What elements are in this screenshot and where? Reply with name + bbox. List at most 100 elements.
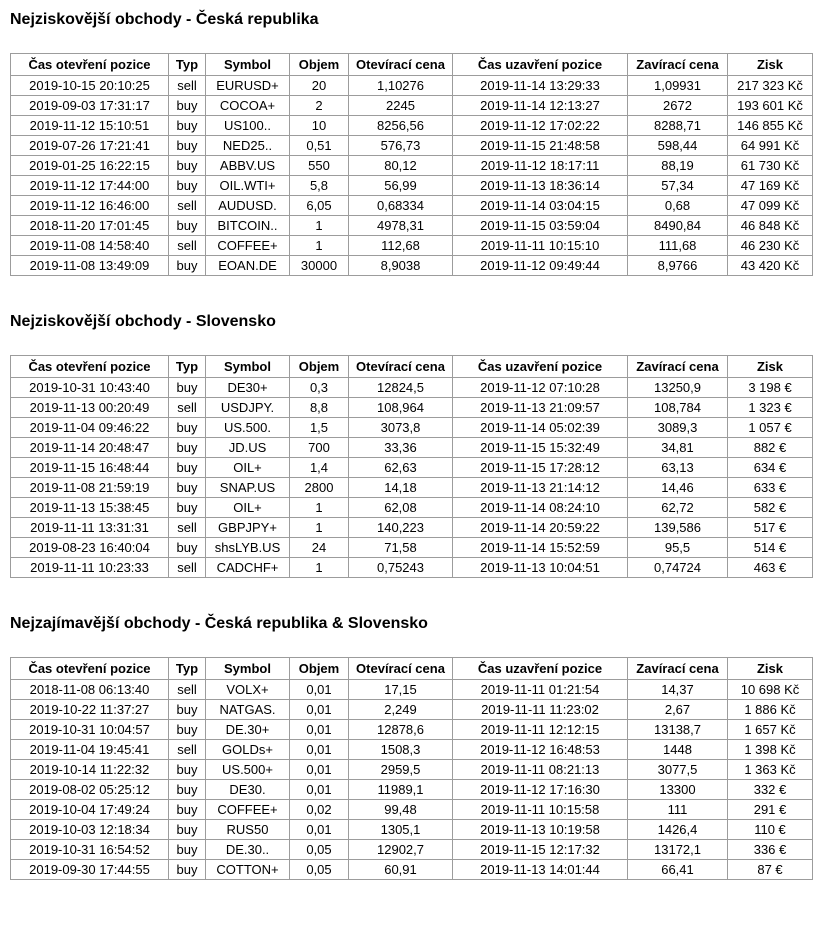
table-cell: US.500+ [205,759,290,780]
table-cell: 0,01 [289,679,349,700]
table-cell: 0,01 [289,779,349,800]
table-cell: 1,5 [289,417,349,438]
table-cell: 0,51 [289,135,349,156]
table-cell: buy [168,135,206,156]
table-cell: COTTON+ [205,859,290,880]
table-cell: 2019-11-12 18:17:11 [452,155,628,176]
table-cell: 2019-11-15 15:32:49 [452,437,628,458]
table-cell: sell [168,679,206,700]
column-header: Typ [168,657,206,680]
table-cell: 0,68334 [348,195,453,216]
table-cell: buy [168,537,206,558]
column-header: Čas uzavření pozice [452,53,628,76]
table-cell: RUS50 [205,819,290,840]
column-header: Zisk [727,657,813,680]
table-cell: 14,37 [627,679,728,700]
table-cell: 17,15 [348,679,453,700]
column-header: Zavírací cena [627,53,728,76]
table-cell: 1305,1 [348,819,453,840]
table-cell: 2019-10-03 12:18:34 [10,819,169,840]
column-header: Zavírací cena [627,355,728,378]
table-cell: 57,34 [627,175,728,196]
table-cell: AUDUSD. [205,195,290,216]
table-cell: 2,67 [627,699,728,720]
table-cell: 64 991 Kč [727,135,813,156]
table-cell: 2019-11-13 21:14:12 [452,477,628,498]
table-cell: sell [168,739,206,760]
table-cell: 2019-11-15 17:28:12 [452,457,628,478]
table-cell: 2019-11-14 20:48:47 [10,437,169,458]
table-row: 2019-10-22 11:37:27 buy NATGAS. 0,01 2,249 20… [10,699,813,720]
table-cell: 1 363 Kč [727,759,813,780]
table-cell: 13250,9 [627,377,728,398]
column-header: Čas otevření pozice [10,657,169,680]
table-cell: 332 € [727,779,813,800]
table-cell: 1 [289,215,349,236]
table-cell: 463 € [727,557,813,578]
table-row: 2019-11-08 14:58:40 sell COFFEE+ 1 112,68 201… [10,235,813,256]
table-cell: 2019-07-26 17:21:41 [10,135,169,156]
table-cell: 10 [289,115,349,136]
trades-table: Čas otevření pozice Typ Symbol Objem Ote… [10,355,813,578]
table-cell: 62,08 [348,497,453,518]
table-cell: buy [168,377,206,398]
table-cell: 3077,5 [627,759,728,780]
table-cell: 2019-11-11 10:15:58 [452,799,628,820]
table-cell: 2019-10-14 11:22:32 [10,759,169,780]
table-cell: 2019-11-11 01:21:54 [452,679,628,700]
table-cell: 0,01 [289,759,349,780]
table-row: 2019-11-12 17:44:00 buy OIL.WTI+ 5,8 56,99 20… [10,175,813,196]
column-header: Otevírací cena [348,355,453,378]
table-row: 2019-08-23 16:40:04 buy shsLYB.US 24 71,58 20… [10,537,813,558]
table-cell: buy [168,417,206,438]
table-cell: DE30+ [205,377,290,398]
column-header: Čas uzavření pozice [452,355,628,378]
table-cell: 8,9766 [627,255,728,276]
table-cell: 2018-11-08 06:13:40 [10,679,169,700]
table-cell: 2019-11-14 20:59:22 [452,517,628,538]
table-row: 2018-11-08 06:13:40 sell VOLX+ 0,01 17,15 201… [10,679,813,700]
section-czech-top-trades: Nejziskovější obchody - Česká republika … [10,10,822,276]
table-cell: 2019-11-14 05:02:39 [452,417,628,438]
table-cell: 0,02 [289,799,349,820]
table-cell: 60,91 [348,859,453,880]
table-cell: EOAN.DE [205,255,290,276]
table-cell: EURUSD+ [205,75,290,96]
table-cell: 582 € [727,497,813,518]
table-row: 2019-10-04 17:49:24 buy COFFEE+ 0,02 99,48 20… [10,799,813,820]
table-cell: 1448 [627,739,728,760]
table-cell: 62,72 [627,497,728,518]
table-cell: 2019-11-08 21:59:19 [10,477,169,498]
section-title: Nejzajímavější obchody - Česká republika… [10,615,428,632]
table-cell: 2019-11-15 16:48:44 [10,457,169,478]
table-cell: 2019-11-12 17:44:00 [10,175,169,196]
table-row: 2019-11-08 21:59:19 buy SNAP.US 2800 14,18 20… [10,477,813,498]
table-cell: 0,68 [627,195,728,216]
table-cell: SNAP.US [205,477,290,498]
table-cell: CADCHF+ [205,557,290,578]
table-cell: sell [168,557,206,578]
table-row: 2019-01-25 16:22:15 buy ABBV.US 550 80,12 201… [10,155,813,176]
table-cell: 12878,6 [348,719,453,740]
table-cell: 2019-08-02 05:25:12 [10,779,169,800]
table-row: 2019-11-13 15:38:45 buy OIL+ 1 62,08 2019-11-… [10,497,813,518]
table-cell: 14,46 [627,477,728,498]
table-cell: 14,18 [348,477,453,498]
trades-table: Čas otevření pozice Typ Symbol Objem Ote… [10,53,813,276]
table-cell: 4978,31 [348,215,453,236]
table-row: 2019-10-31 10:04:57 buy DE.30+ 0,01 12878,6 2… [10,719,813,740]
table-cell: 62,63 [348,457,453,478]
table-cell: USDJPY. [205,397,290,418]
table-cell: 95,5 [627,537,728,558]
table-cell: 66,41 [627,859,728,880]
table-cell: 1 398 Kč [727,739,813,760]
column-header: Typ [168,53,206,76]
table-cell: 2019-11-13 14:01:44 [452,859,628,880]
table-cell: 2,249 [348,699,453,720]
trading-report: Nejziskovější obchody - Česká republika … [10,10,822,880]
table-cell: 139,586 [627,517,728,538]
table-cell: 2019-11-14 13:29:33 [452,75,628,96]
table-cell: 2019-11-15 12:17:32 [452,839,628,860]
table-cell: ABBV.US [205,155,290,176]
table-cell: 2019-11-13 18:36:14 [452,175,628,196]
